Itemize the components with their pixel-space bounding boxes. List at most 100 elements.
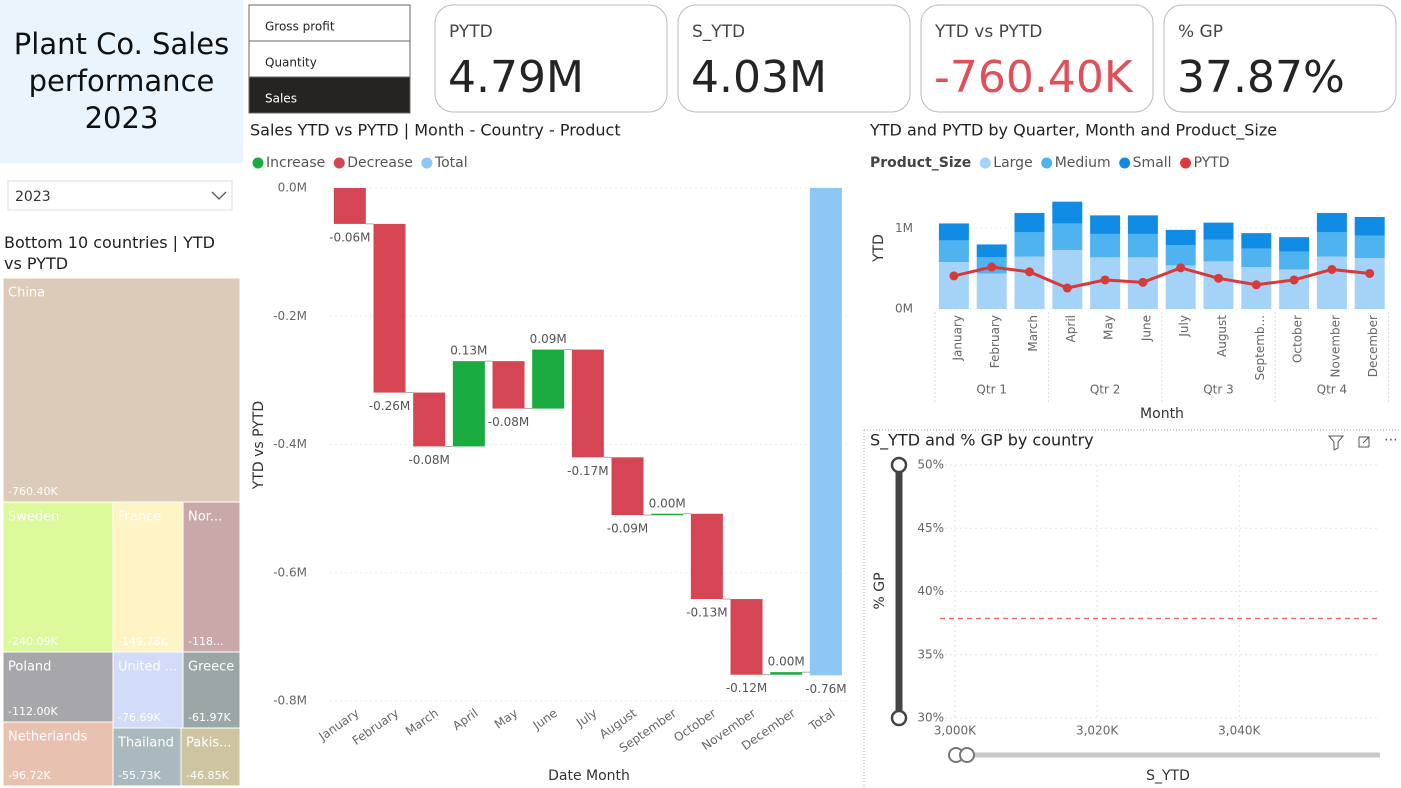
line-point: [1327, 264, 1337, 274]
y-tick-label: 50%: [917, 458, 944, 472]
waterfall-bar: [611, 457, 644, 516]
more-icon[interactable]: ⋯: [1384, 432, 1398, 448]
slider-handle[interactable]: [959, 747, 975, 763]
x-tick-label: May: [1102, 315, 1116, 340]
slicer[interactable]: [7, 180, 233, 211]
data-label: -0.08M: [408, 453, 449, 467]
treemap-label: Thailand: [117, 736, 174, 751]
stacked-bar: [1203, 222, 1234, 240]
kpi-card: [920, 4, 1154, 113]
treemap-label: China: [8, 286, 45, 301]
stacked-bar: [1279, 251, 1310, 270]
line-point: [987, 262, 997, 272]
legend-marker: [1180, 157, 1192, 169]
y-axis-title: % GP: [872, 572, 888, 609]
y-tick-label: 0.0M: [278, 181, 307, 195]
treemap-value: -149.78K: [118, 635, 168, 648]
data-label: -0.06M: [329, 230, 370, 244]
treemap-cell: [112, 501, 184, 653]
x-tick-label: June: [1139, 315, 1153, 342]
stacked-bar: [1354, 258, 1385, 309]
chart-title: Sales YTD vs PYTD | Month - Country - Pr…: [250, 121, 621, 140]
data-label: -0.12M: [726, 681, 767, 695]
kpi-card: [434, 4, 668, 113]
x-tick-label: February: [988, 315, 1002, 368]
kpi-label: % GP: [1178, 22, 1223, 42]
stacked-bar: [1279, 269, 1310, 309]
x-tick-label: April: [450, 706, 481, 733]
x-tick-label: 3,040K: [1218, 724, 1261, 738]
data-label: 0.00M: [649, 496, 686, 510]
button-label: Gross profit: [265, 20, 335, 34]
data-label: 0.13M: [450, 344, 487, 358]
stacked-bar: [1127, 233, 1158, 258]
legend-label: PYTD: [1194, 155, 1230, 171]
y-tick-label: -0.4M: [273, 437, 307, 451]
y-tick-label: -0.6M: [273, 565, 307, 579]
slicer-value: 2023: [15, 189, 51, 205]
waterfall-bar: [492, 361, 525, 409]
data-label: -0.76M: [805, 682, 846, 696]
x-tick-label: July: [1177, 315, 1191, 338]
y-tick-label: -0.2M: [273, 309, 307, 323]
stacked-bar: [1127, 215, 1158, 234]
slider-handle[interactable]: [890, 456, 908, 474]
treemap-label: France: [118, 510, 161, 525]
waterfall-bar: [730, 599, 763, 675]
kpi-card: [677, 4, 911, 113]
legend-marker: [421, 157, 433, 169]
x-tick-label: November: [1328, 315, 1342, 377]
waterfall-bar: [571, 349, 604, 458]
treemap-cell: [182, 651, 241, 729]
stacked-bar: [1052, 250, 1083, 309]
stacked-bar: [938, 240, 969, 263]
button-label: Sales: [265, 92, 297, 106]
slider-handle[interactable]: [890, 709, 908, 727]
dashboard-title: Plant Co. Sales performance 2023: [0, 0, 243, 163]
treemap-label: Pakis...: [186, 736, 232, 751]
legend-marker: [1041, 157, 1053, 169]
x-tick-label: Total: [806, 706, 838, 734]
stacked-bar: [976, 244, 1007, 258]
focus-icon[interactable]: [1358, 436, 1370, 448]
title-text: Plant Co. Sales performance 2023: [13, 27, 230, 135]
treemap-cell: [2, 651, 114, 723]
x-tick-label: Septemb...: [1253, 315, 1267, 380]
treemap-cell: [2, 277, 241, 503]
kpi-label: YTD vs PYTD: [934, 22, 1042, 42]
filter-icon[interactable]: [1327, 435, 1345, 451]
line-point: [1138, 277, 1148, 287]
stacked-bar: [938, 223, 969, 241]
button[interactable]: [248, 76, 411, 114]
y-axis-title: YTD vs PYTD: [251, 401, 267, 490]
legend-marker: [252, 157, 264, 169]
x-tick-label: October: [1291, 315, 1305, 363]
data-label: -0.13M: [686, 606, 727, 620]
treemap-value: -46.85K: [186, 769, 229, 782]
legend-label: Small: [1133, 155, 1172, 171]
group-label: Qtr 1: [976, 383, 1007, 397]
treemap-value: -240.09K: [8, 635, 58, 648]
stacked-bar: [1279, 237, 1310, 252]
stacked-bar: [1241, 233, 1272, 249]
x-tick-label: December: [1366, 315, 1380, 377]
stacked-bar: [1203, 261, 1234, 309]
data-label: -0.26M: [369, 399, 410, 413]
y-tick-label: 35%: [917, 647, 944, 661]
waterfall-bar: [413, 392, 446, 447]
legend-label: Large: [993, 155, 1032, 171]
treemap-cell: [2, 721, 114, 787]
waterfall-bar: [532, 349, 565, 409]
button[interactable]: [248, 40, 411, 78]
legend-label: Increase: [266, 155, 325, 171]
stacked-bar: [1090, 233, 1121, 258]
treemap-label: United ...: [118, 660, 177, 675]
kpi-label: S_YTD: [692, 22, 745, 42]
stacked-bar: [1014, 232, 1045, 257]
stacked-bar: [1165, 229, 1196, 246]
line-point: [1214, 273, 1223, 283]
waterfall-bar: [651, 513, 684, 516]
legend-title: Product_Size: [870, 155, 971, 171]
